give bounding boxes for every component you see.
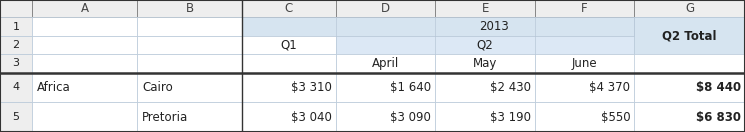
Bar	[0, 17, 32, 36]
Bar	[32, 54, 137, 73]
Text: F: F	[581, 2, 588, 15]
Text: B: B	[186, 2, 194, 15]
Bar	[634, 73, 745, 102]
Text: $2 430: $2 430	[489, 81, 531, 94]
Bar	[32, 0, 137, 17]
Text: 5: 5	[13, 112, 19, 122]
Text: 2013: 2013	[479, 20, 508, 33]
Text: Africa: Africa	[37, 81, 71, 94]
Text: 3: 3	[13, 58, 19, 68]
Text: 1: 1	[13, 22, 19, 32]
Bar	[336, 73, 435, 102]
Bar	[32, 73, 137, 102]
Bar	[137, 102, 242, 132]
Bar	[0, 54, 32, 73]
Bar	[32, 102, 137, 132]
Bar	[435, 54, 535, 73]
Bar	[0, 36, 32, 54]
Bar	[137, 17, 242, 36]
Bar	[336, 102, 435, 132]
Bar	[535, 54, 634, 73]
Text: May: May	[473, 57, 497, 70]
Text: $8 440: $8 440	[696, 81, 741, 94]
Text: $3 310: $3 310	[291, 81, 332, 94]
Text: Q2: Q2	[477, 39, 493, 51]
Bar	[242, 36, 336, 54]
Bar	[535, 0, 634, 17]
Bar	[336, 0, 435, 17]
Bar	[535, 73, 634, 102]
Bar	[32, 17, 137, 36]
Text: E: E	[481, 2, 489, 15]
Bar	[435, 0, 535, 17]
Bar	[32, 36, 137, 54]
Bar	[242, 102, 336, 132]
Text: C: C	[285, 2, 293, 15]
Text: Q2 Total: Q2 Total	[662, 29, 717, 42]
Text: $3 090: $3 090	[390, 111, 431, 124]
Text: $6 830: $6 830	[696, 111, 741, 124]
Bar	[435, 73, 535, 102]
Bar	[0, 0, 32, 17]
Text: D: D	[381, 2, 390, 15]
Text: $550: $550	[600, 111, 630, 124]
Bar	[535, 102, 634, 132]
Text: April: April	[372, 57, 399, 70]
Text: June: June	[571, 57, 597, 70]
Bar	[0, 102, 32, 132]
Bar	[137, 54, 242, 73]
Text: 4: 4	[13, 82, 19, 92]
Text: 2: 2	[13, 40, 19, 50]
Bar	[336, 36, 634, 54]
Bar	[242, 73, 336, 102]
Text: $3 040: $3 040	[291, 111, 332, 124]
Text: G: G	[685, 2, 694, 15]
Text: Pretoria: Pretoria	[142, 111, 188, 124]
Text: Cairo: Cairo	[142, 81, 173, 94]
Bar	[336, 54, 435, 73]
Bar	[137, 73, 242, 102]
Bar	[137, 36, 242, 54]
Bar	[242, 17, 745, 36]
Bar	[634, 102, 745, 132]
Bar	[634, 0, 745, 17]
Bar	[242, 54, 336, 73]
Bar	[242, 0, 336, 17]
Bar	[137, 0, 242, 17]
Text: $4 370: $4 370	[589, 81, 630, 94]
Bar	[435, 102, 535, 132]
Text: $3 190: $3 190	[489, 111, 531, 124]
Text: $1 640: $1 640	[390, 81, 431, 94]
Bar	[634, 17, 745, 54]
Text: A: A	[80, 2, 89, 15]
Text: Q1: Q1	[281, 39, 297, 51]
Bar	[0, 73, 32, 102]
